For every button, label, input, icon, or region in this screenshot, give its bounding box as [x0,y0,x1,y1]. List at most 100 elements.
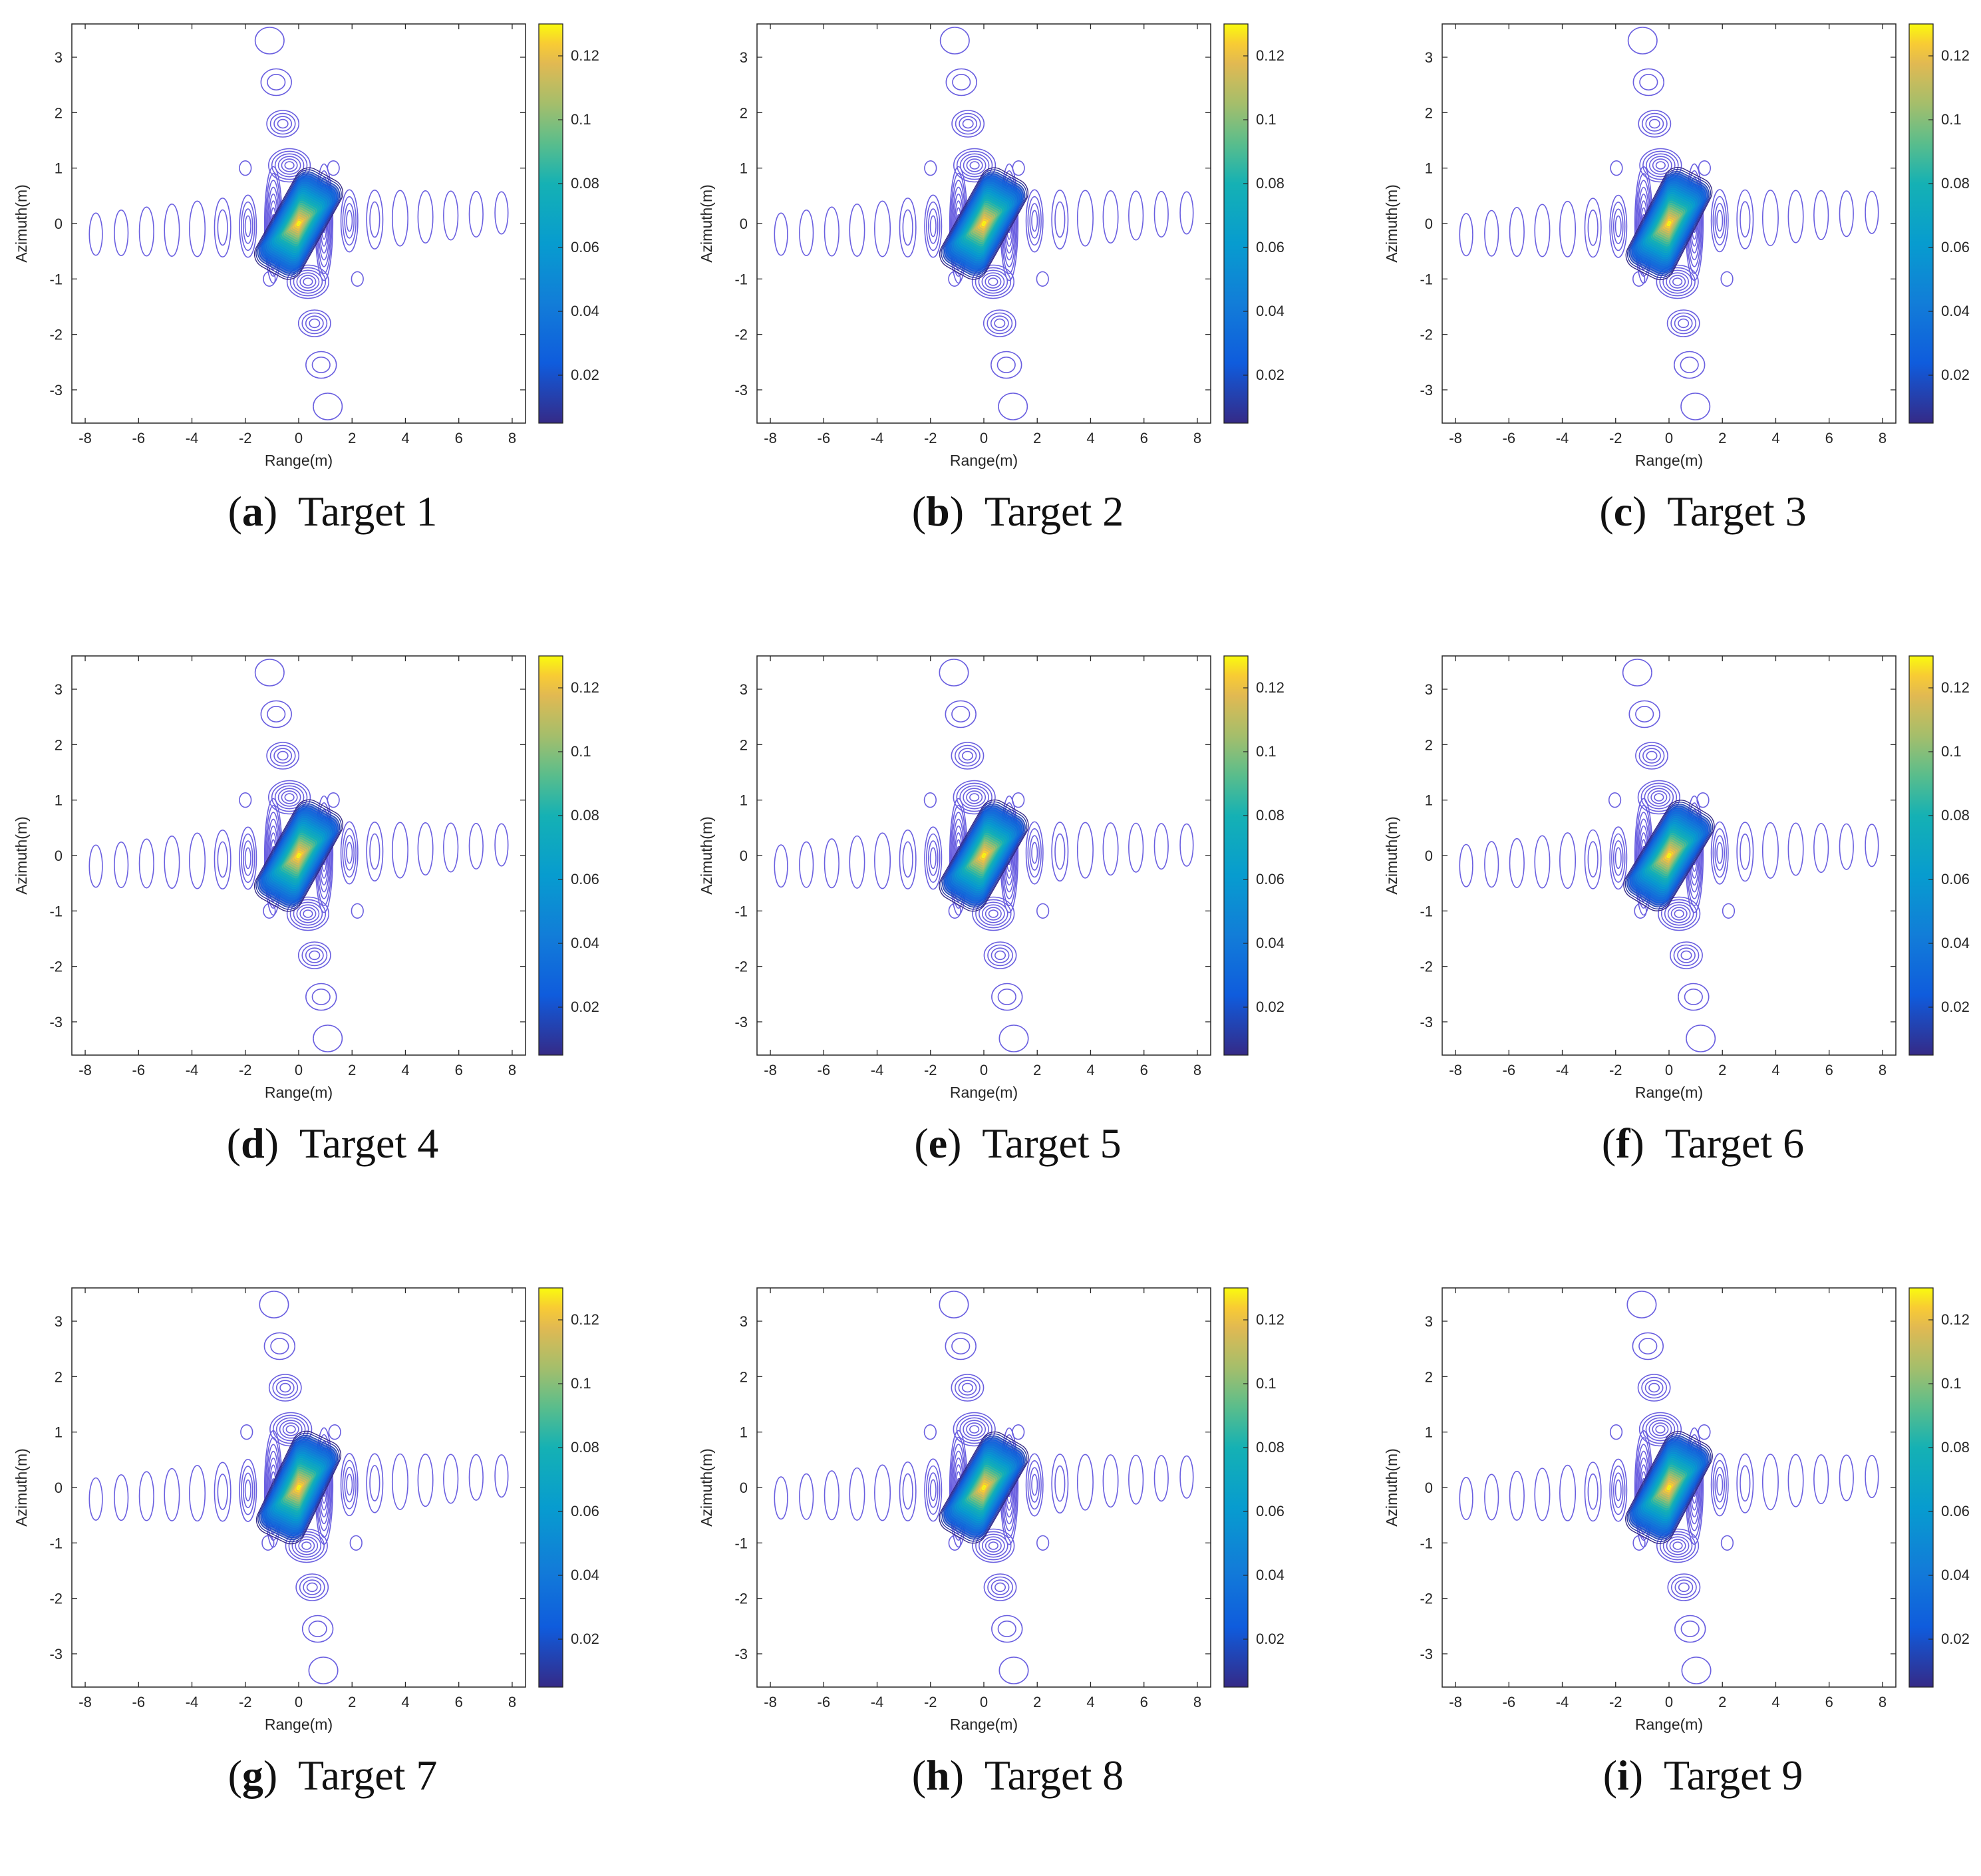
azimuth-sidelobe-contour [281,790,298,804]
range-sidelobe-contour [1787,190,1804,243]
azimuth-sidelobe-contour [962,118,974,129]
colorbar-tick-label: 0.04 [571,935,599,951]
azimuth-sidelobe-contour [983,309,1016,337]
azimuth-sidelobe-contour [955,744,981,767]
cross-sidelobe-contour [1610,160,1623,176]
x-tick-label: -8 [78,430,92,446]
azimuth-sidelobe-contour [305,947,324,963]
azimuth-sidelobe-contour [990,351,1022,379]
azimuth-sidelobe-contour [1672,277,1683,286]
range-sidelobe-contour [1051,822,1069,882]
main-lobe-contour [1624,802,1714,909]
azimuth-sidelobe-contour [1644,1380,1664,1396]
range-sidelobe-contour [391,190,408,247]
azimuth-sidelobe-contour [306,1582,318,1593]
range-sidelobe-contour [824,206,839,257]
contour-plot: -8 -6 -4 -2 0 2 4 6 8 -3 -2 -1 0 1 2 3 Range(m) Azimuth(m… [13,1287,599,1733]
range-sidelobe-contour [1102,822,1119,876]
range-sidelobe-contour [244,1479,251,1501]
colorbar-tick-label: 0.12 [1941,679,1970,696]
x-tick-label: -4 [1556,1062,1569,1078]
azimuth-sidelobe-contour [963,1420,987,1439]
x-tick-label: 2 [348,1062,356,1078]
x-tick-label: -2 [924,430,937,446]
range-sidelobe-contour [1813,1454,1829,1505]
azimuth-sidelobe-contour [972,896,1015,931]
azimuth-sidelobe-contour [267,74,286,91]
range-sidelobe-contour [391,822,408,879]
range-sidelobe-contour [494,823,509,867]
azimuth-sidelobe-contour [1674,315,1693,331]
cross-sidelobe-contour [1609,1424,1623,1440]
range-sidelobe-contour [366,821,384,881]
azimuth-sidelobe-contour [296,272,320,291]
azimuth-sidelobe-contour [955,1376,981,1399]
range-sidelobe-contour [242,840,253,876]
range-sidelobe-contour [1054,1465,1066,1502]
y-tick-label: -1 [49,903,63,919]
azimuth-sidelobe-contour [311,356,331,373]
colorbar-tick-label: 0.08 [1941,1439,1970,1456]
colorbar-tick-label: 0.08 [571,175,599,192]
range-sidelobe-contour [1128,190,1144,241]
cross-sidelobe-contour [1698,160,1711,176]
x-tick-label: -4 [871,430,884,446]
azimuth-sidelobe-contour [1638,744,1665,767]
colorbar-tick-label: 0.06 [1256,871,1285,887]
range-sidelobe-contour [1761,1454,1779,1511]
azimuth-sidelobe-contour [956,1414,992,1444]
azimuth-sidelobe-contour [1637,1374,1671,1402]
azimuth-sidelobe-contour [259,1291,289,1319]
range-sidelobe-contour [1740,1465,1751,1502]
x-tick-label: -6 [818,1694,831,1710]
x-tick-label: 2 [1033,1694,1041,1710]
range-sidelobe-contour [902,209,913,246]
azimuth-sidelobe-contour [1655,161,1666,170]
azimuth-sidelobe-contour [1669,275,1686,289]
y-tick-label: -2 [734,1591,748,1607]
azimuth-sidelobe-contour [991,1615,1023,1643]
contour-plot: -8 -6 -4 -2 0 2 4 6 8 -3 -2 -1 0 1 2 3 Range(m) Azimuth(m… [1383,655,1970,1101]
azimuth-sidelobe-contour [277,788,301,807]
y-tick-label: -3 [1420,382,1433,398]
subplot-panel-f: -8 -6 -4 -2 0 2 4 6 8 -3 -2 -1 0 1 2 3 Range(m) Azimuth(m… [1370,632,1981,1244]
range-sidelobe-contour [1736,822,1754,882]
azimuth-sidelobe-contour [1647,788,1671,807]
y-tick-label: 0 [55,216,63,232]
colorbar-tick-label: 0.06 [1941,1503,1970,1519]
x-axis-title: Range(m) [1635,452,1703,469]
range-sidelobe-contour [1031,1474,1038,1496]
colorbar-tick-label: 0.1 [1256,1375,1277,1392]
cross-sidelobe-contour [1634,903,1647,919]
cross-sidelobe-contour [328,1424,341,1440]
azimuth-sidelobe-contour [1680,1620,1700,1637]
y-tick-label: 0 [740,216,748,232]
range-sidelobe-contour [239,194,257,258]
range-sidelobe-contour [1587,1473,1599,1510]
x-tick-label: -2 [1609,430,1622,446]
azimuth-sidelobe-contour [951,706,971,723]
range-sidelobe-contour [1025,1453,1044,1517]
range-sidelobe-contour [138,1471,154,1521]
range-sidelobe-contour [1865,190,1879,234]
azimuth-sidelobe-contour [951,742,985,770]
azimuth-sidelobe-contour [1667,904,1691,923]
range-sidelobe-contour [924,194,943,258]
azimuth-sidelobe-contour [1662,1533,1693,1558]
colorbar-tick-label: 0.02 [1256,367,1285,383]
range-sidelobe-contour [1459,213,1473,257]
cross-sidelobe-contour [1698,1424,1711,1440]
range-sidelobe-contour [1584,829,1602,889]
colorbar-tick-label: 0.1 [571,743,591,760]
azimuth-sidelobe-contour [279,1420,303,1439]
range-sidelobe-contour [417,822,434,875]
main-lobe-contour [1625,167,1713,281]
azimuth-sidelobe-contour [1648,1382,1660,1393]
azimuth-sidelobe-contour [291,1533,322,1558]
range-sidelobe-contour [799,841,814,888]
azimuth-sidelobe-contour [991,983,1023,1011]
x-tick-label: -4 [186,430,199,446]
x-tick-label: -4 [871,1694,884,1710]
azimuth-sidelobe-contour [990,315,1009,331]
y-tick-label: 2 [740,104,748,121]
